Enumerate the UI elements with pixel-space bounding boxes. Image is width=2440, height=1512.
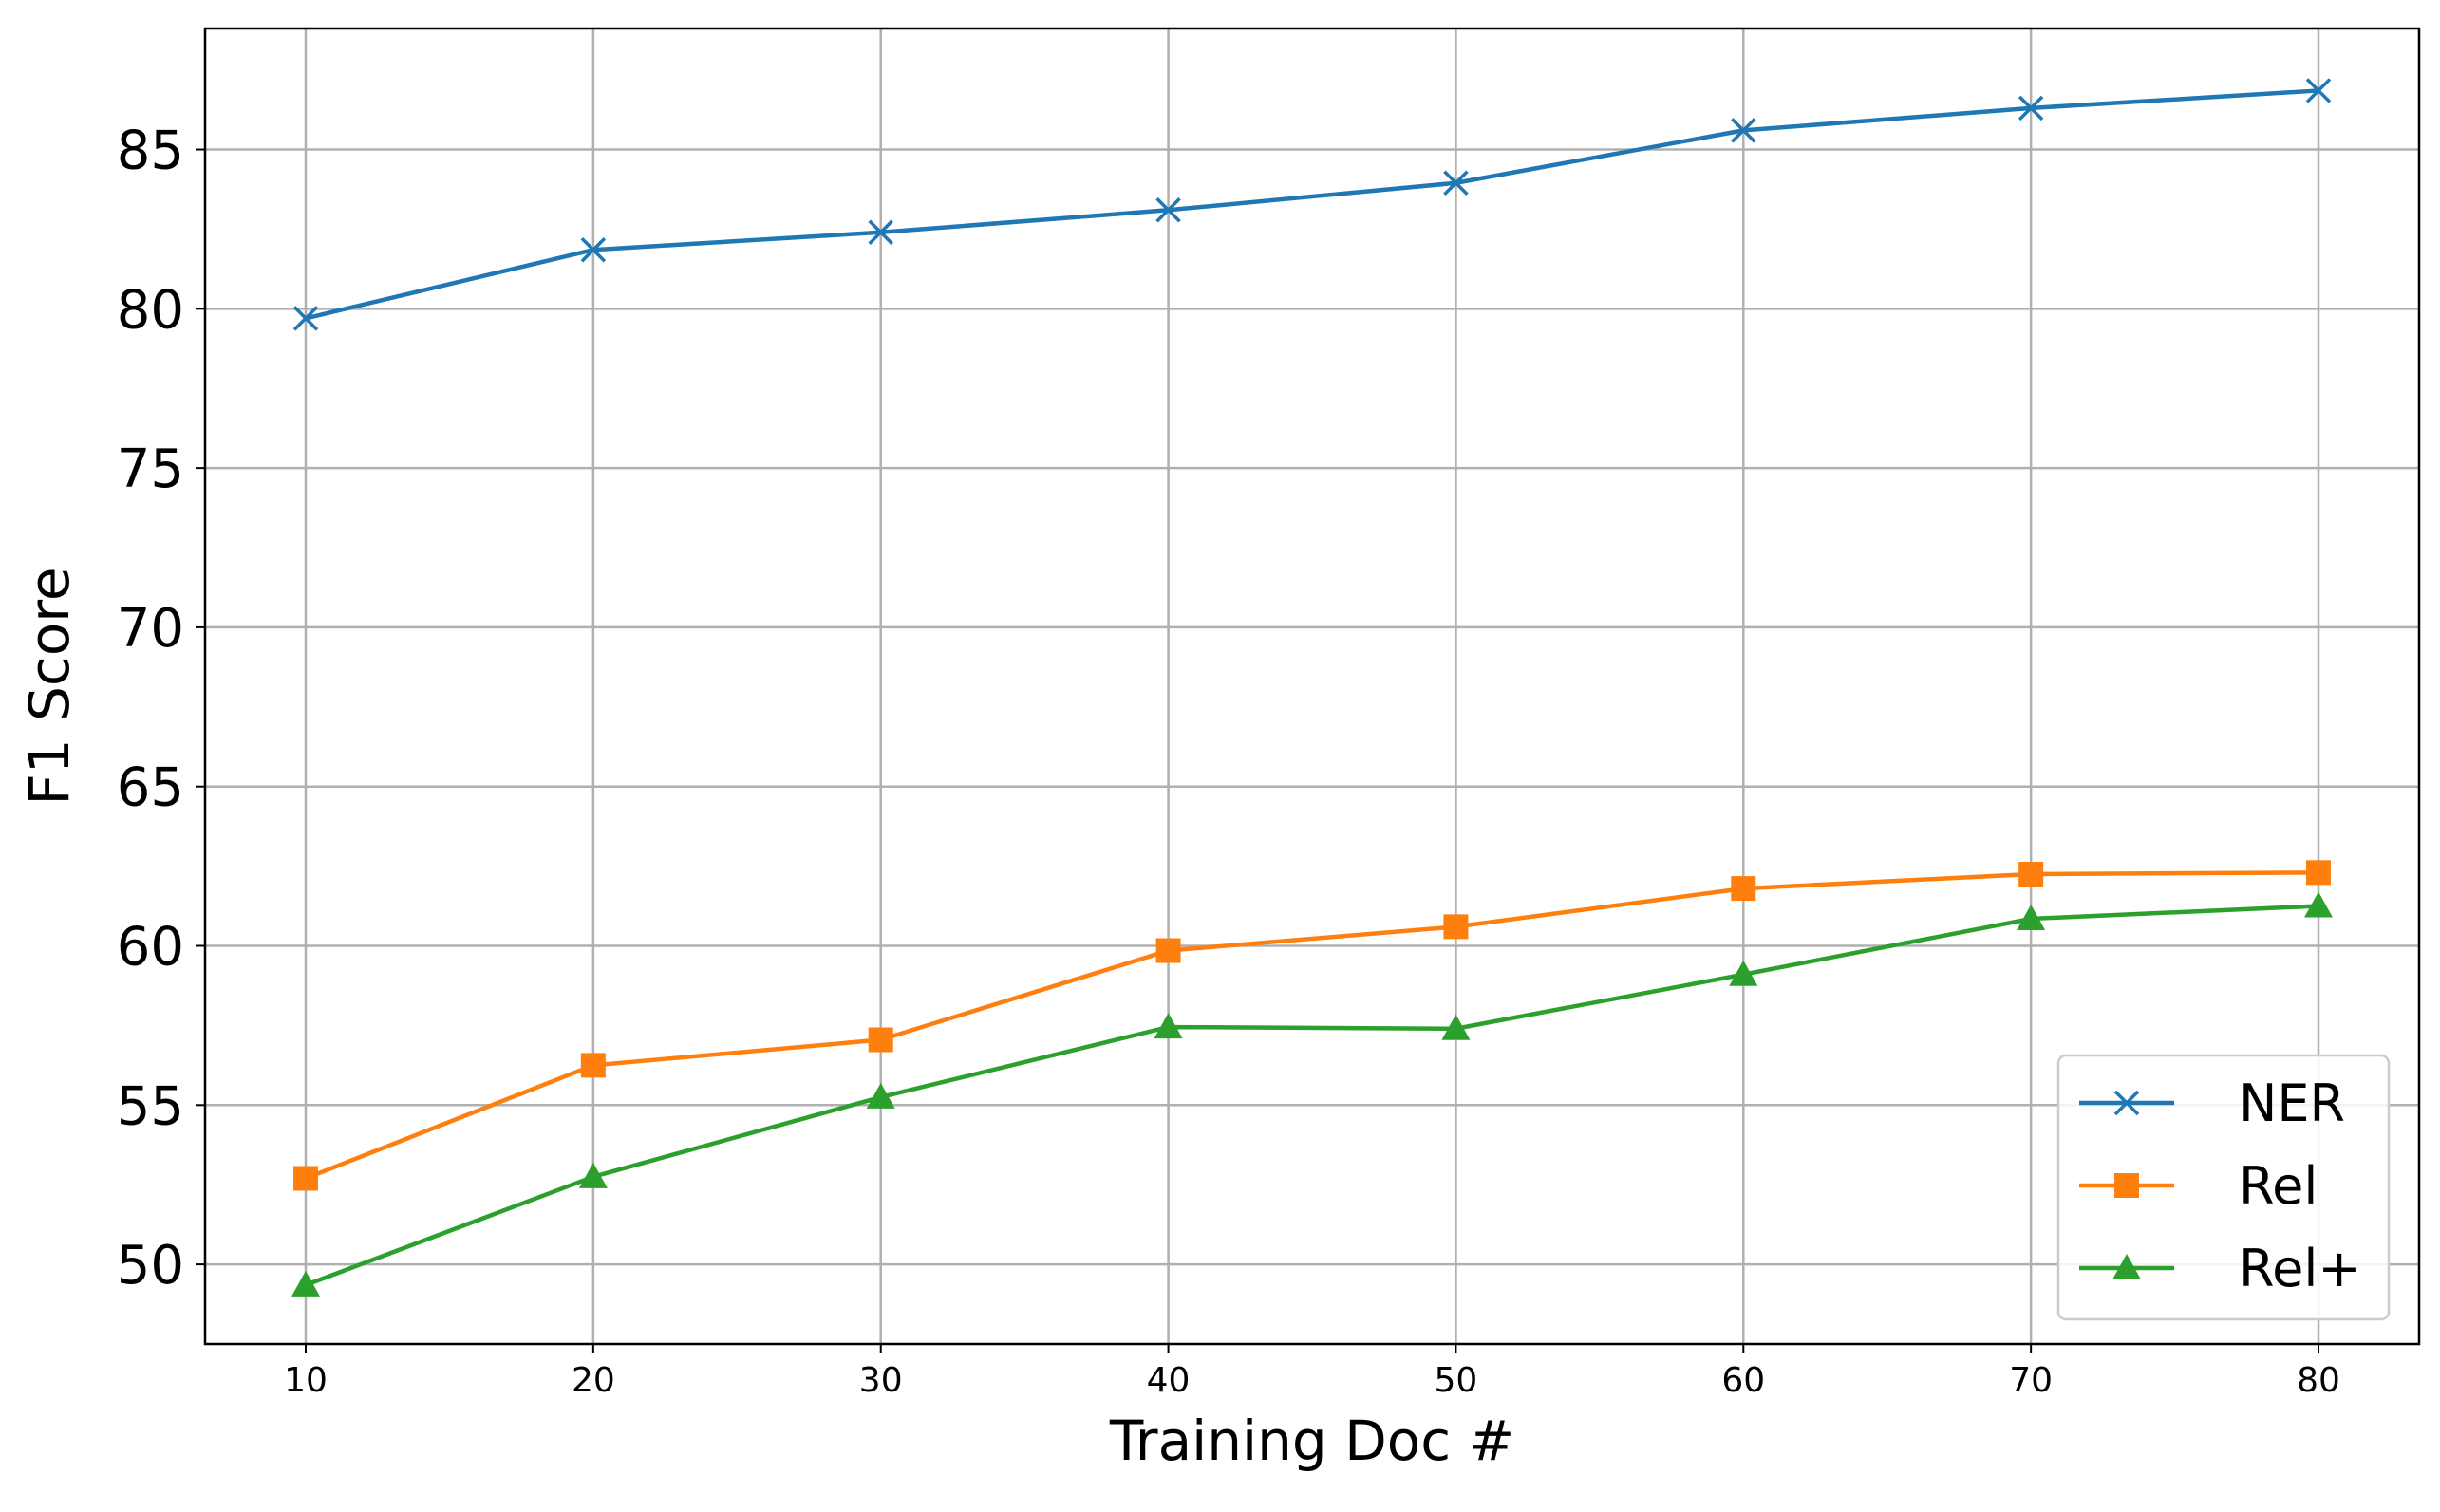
x-tick-label: 50 bbox=[1435, 1361, 1478, 1400]
y-axis-label: F1 Score bbox=[17, 567, 82, 805]
x-axis-label: Training Doc # bbox=[1109, 1409, 1514, 1473]
legend-label: Rel+ bbox=[2239, 1239, 2361, 1298]
x-axis-ticks: 10 20 30 40 50 60 70 80 bbox=[284, 1344, 2340, 1400]
data-point bbox=[1443, 914, 1469, 940]
data-point bbox=[1729, 960, 1758, 986]
plot-frame bbox=[203, 27, 2421, 1346]
data-point bbox=[578, 1162, 608, 1188]
legend-item: Rel+ bbox=[2079, 1239, 2361, 1298]
legend-label: NER bbox=[2239, 1073, 2345, 1133]
x-tick-label: 30 bbox=[859, 1361, 903, 1400]
data-point bbox=[1155, 197, 1181, 223]
legend-item: NER bbox=[2079, 1073, 2345, 1133]
data-point bbox=[2018, 862, 2044, 887]
data-point bbox=[1731, 118, 1756, 143]
y-tick-label: 65 bbox=[117, 757, 184, 819]
x-tick-label: 70 bbox=[2009, 1361, 2053, 1400]
data-point bbox=[292, 306, 319, 331]
data-point bbox=[580, 236, 607, 263]
data-point bbox=[2305, 78, 2332, 103]
data-point bbox=[1155, 938, 1181, 963]
legend-label: Rel bbox=[2239, 1156, 2318, 1216]
y-tick-label: 75 bbox=[117, 439, 184, 500]
x-tick-label: 40 bbox=[1147, 1361, 1191, 1400]
series-rel bbox=[293, 860, 2331, 1191]
x-tick-label: 20 bbox=[572, 1361, 615, 1400]
data-point bbox=[866, 1082, 895, 1109]
data-point bbox=[291, 1270, 320, 1297]
y-tick-label: 55 bbox=[117, 1075, 184, 1137]
data-point bbox=[2017, 904, 2046, 930]
data-point bbox=[2306, 860, 2331, 886]
grid-lines bbox=[205, 28, 2419, 1344]
data-point bbox=[293, 1166, 318, 1191]
data-point bbox=[868, 1027, 893, 1053]
series-line bbox=[305, 88, 2319, 321]
series-line bbox=[305, 870, 2319, 1181]
y-tick-label: 50 bbox=[117, 1235, 184, 1297]
data-point bbox=[2304, 891, 2333, 918]
triangle-icon bbox=[2112, 1254, 2141, 1279]
data-point bbox=[1731, 876, 1756, 902]
series-rel-plus bbox=[291, 891, 2333, 1297]
legend-item: Rel bbox=[2079, 1156, 2318, 1216]
x-icon bbox=[2113, 1090, 2140, 1116]
x-tick-label: 60 bbox=[1721, 1361, 1765, 1400]
data-point bbox=[2018, 95, 2044, 121]
y-tick-label: 85 bbox=[117, 121, 184, 182]
legend: NER Rel Rel+ bbox=[2056, 1054, 2391, 1321]
y-tick-label: 80 bbox=[117, 279, 184, 341]
x-tick-label: 10 bbox=[284, 1361, 328, 1400]
data-point bbox=[580, 1053, 606, 1078]
legend-box bbox=[2056, 1054, 2391, 1321]
y-axis-ticks: 50 55 60 65 70 75 80 85 bbox=[117, 121, 205, 1297]
y-tick-label: 70 bbox=[117, 598, 184, 660]
series-line bbox=[305, 904, 2319, 1288]
data-point bbox=[1443, 170, 1469, 196]
data-point bbox=[1441, 1014, 1471, 1040]
square-icon bbox=[2114, 1173, 2139, 1198]
series-layer bbox=[291, 78, 2333, 1297]
data-point bbox=[868, 219, 893, 246]
series-ner bbox=[292, 78, 2332, 331]
data-point bbox=[1154, 1013, 1183, 1039]
y-tick-label: 60 bbox=[117, 917, 184, 979]
x-tick-label: 80 bbox=[2297, 1361, 2340, 1400]
